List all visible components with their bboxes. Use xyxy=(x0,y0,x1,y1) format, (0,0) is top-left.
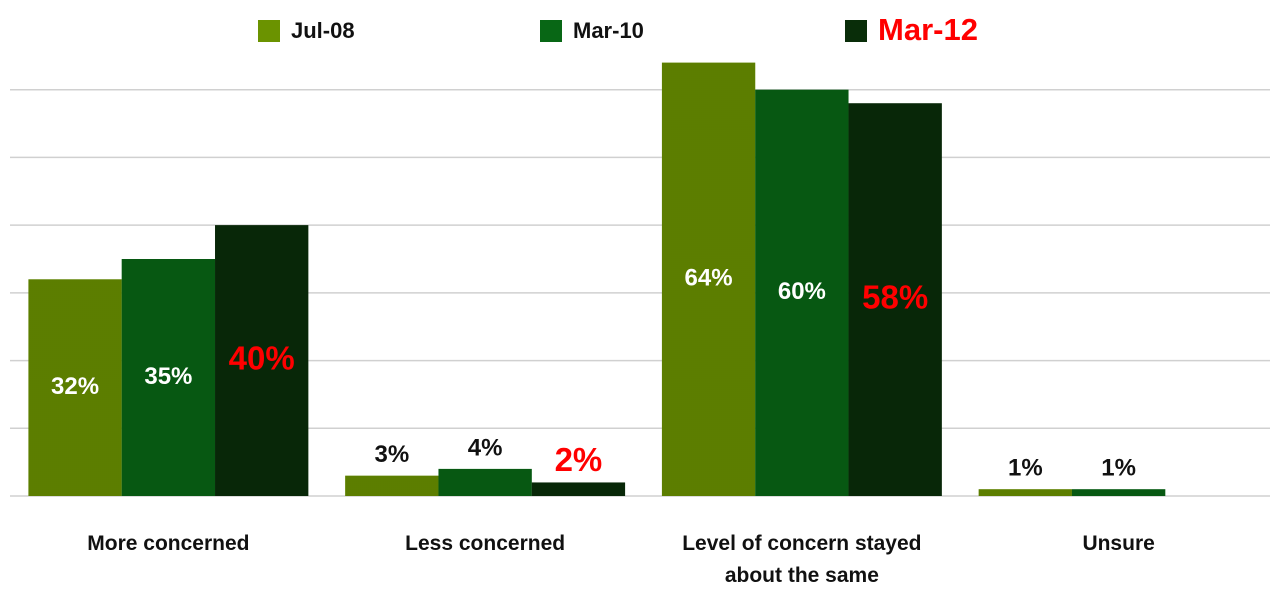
data-label: 35% xyxy=(144,363,192,390)
x-tick-label: Less concerned xyxy=(405,532,566,555)
bar-shade xyxy=(531,482,626,496)
data-label: 3% xyxy=(374,441,409,468)
bar-shade xyxy=(755,89,849,496)
x-tick-label: Level of concern stayed about the same xyxy=(682,532,922,587)
legend-label: Mar-10 xyxy=(573,18,644,43)
legend-label: Mar-12 xyxy=(878,12,978,47)
bar-shade xyxy=(28,279,122,496)
bar-shade xyxy=(215,225,309,496)
legend-swatch xyxy=(845,20,867,42)
bar-shade xyxy=(1071,489,1166,496)
legend-swatch-shade xyxy=(540,20,562,42)
bar-shade xyxy=(345,475,439,496)
legend-swatch-shade xyxy=(258,20,280,42)
bar-shade xyxy=(661,62,756,496)
bar-shade xyxy=(978,489,1072,496)
data-label: 1% xyxy=(1101,455,1136,482)
x-tick-label: More concerned xyxy=(87,532,250,555)
data-label: 40% xyxy=(229,339,295,376)
bar-shade xyxy=(438,468,532,496)
bar-shade xyxy=(848,103,942,496)
data-label: 1% xyxy=(1008,455,1043,482)
data-label: 64% xyxy=(685,265,733,292)
legend-swatch xyxy=(540,20,562,42)
legend-swatch-shade xyxy=(845,20,867,42)
x-tick-label: Unsure xyxy=(1082,532,1155,555)
data-label: 32% xyxy=(51,373,99,400)
legend-swatch xyxy=(258,20,280,42)
bar-shade xyxy=(121,259,216,496)
data-label: 60% xyxy=(778,278,826,305)
data-label: 58% xyxy=(862,278,928,315)
data-label: 4% xyxy=(468,434,503,461)
data-label: 2% xyxy=(555,441,603,478)
legend-label: Jul-08 xyxy=(291,18,355,43)
